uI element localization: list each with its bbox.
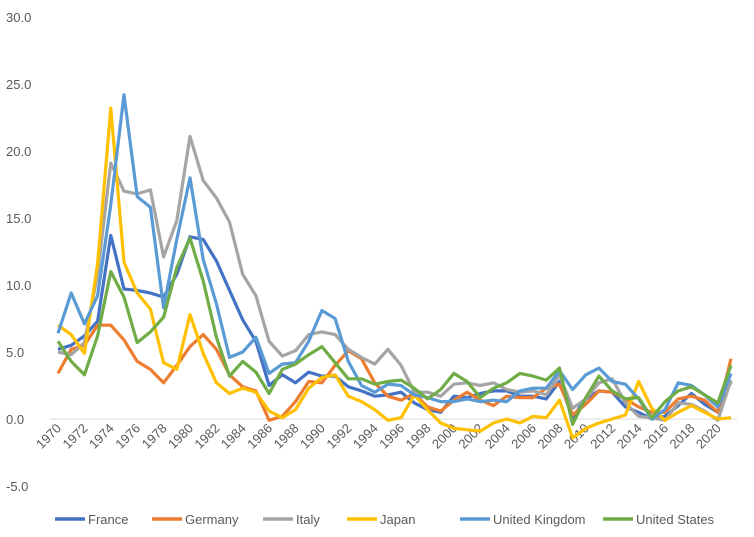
series-line-united-states [56, 236, 733, 426]
x-tick-label: 1998 [403, 421, 434, 452]
x-tick-label: 2008 [535, 421, 566, 452]
y-tick-label: 0.0 [6, 412, 24, 427]
x-tick-label: 1986 [244, 421, 275, 452]
legend: France Germany Italy Japan United Kingdom Uni… [55, 512, 715, 527]
x-tick-label: 1992 [323, 421, 354, 452]
series-line-france [57, 233, 733, 421]
x-tick-label: 2006 [508, 421, 539, 452]
series-line-japan [57, 106, 732, 440]
y-tick-label: 25.0 [6, 77, 31, 92]
x-tick-label: 2016 [640, 421, 671, 452]
y-tick-label: 5.0 [6, 345, 24, 360]
legend-label: United States [636, 512, 715, 527]
series-lines [56, 93, 733, 440]
series-line-united-kingdom [56, 93, 733, 421]
y-tick-label: 10.0 [6, 278, 31, 293]
y-tick-label: 15.0 [6, 211, 31, 226]
y-axis-ticks: 30.0 25.0 20.0 15.0 10.0 5.0 0.0 -5.0 [6, 10, 31, 494]
legend-label: Germany [185, 512, 239, 527]
x-tick-label: 2020 [693, 421, 724, 452]
x-tick-label: 1994 [350, 421, 381, 452]
x-tick-label: 1996 [376, 421, 407, 452]
x-tick-label: 2002 [455, 421, 486, 452]
legend-label: France [88, 512, 128, 527]
x-tick-label: 1990 [297, 421, 328, 452]
x-tick-label: 1980 [165, 421, 196, 452]
legend-label: Italy [296, 512, 320, 527]
x-axis-ticks: 1970197219741976197819801982198419861988… [33, 421, 724, 452]
x-tick-label: 1974 [86, 421, 117, 452]
y-tick-label: -5.0 [6, 479, 28, 494]
x-tick-label: 1982 [191, 421, 222, 452]
x-tick-label: 2018 [666, 421, 697, 452]
x-tick-label: 1978 [139, 421, 170, 452]
x-tick-label: 2004 [482, 421, 513, 452]
legend-label: Japan [380, 512, 415, 527]
x-tick-label: 1976 [112, 421, 143, 452]
x-tick-label: 2014 [614, 421, 645, 452]
x-tick-label: 1970 [33, 421, 64, 452]
series-line-italy [57, 134, 733, 422]
y-tick-label: 30.0 [6, 10, 31, 25]
x-tick-label: 1984 [218, 421, 249, 452]
y-tick-label: 20.0 [6, 144, 31, 159]
x-tick-label: 1972 [59, 421, 90, 452]
x-tick-label: 1988 [271, 421, 302, 452]
legend-label: United Kingdom [493, 512, 586, 527]
